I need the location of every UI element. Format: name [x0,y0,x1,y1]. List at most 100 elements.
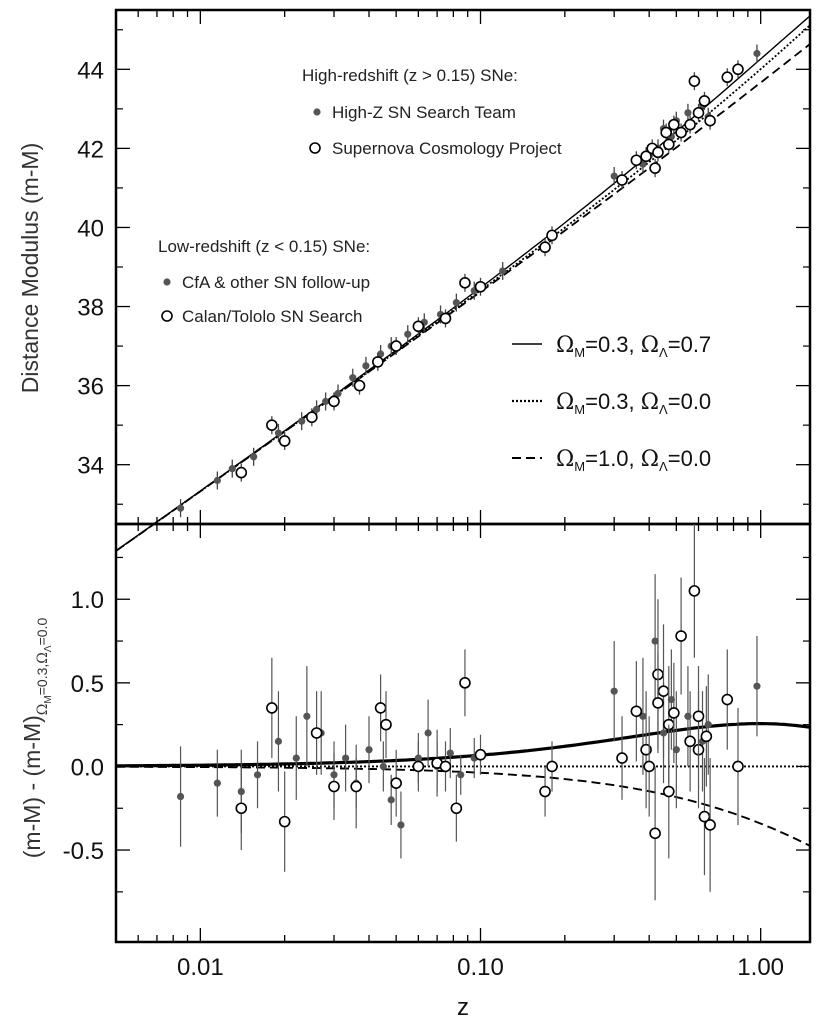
bottom-point-filled [292,754,300,762]
x-tick-label: 0.01 [177,954,224,981]
bottom-point-open [539,785,551,798]
top-point-open [692,107,705,119]
bottom-panel-plot: 0.01 0.10 1.00 -0.5 0.0 0.5 1.0 [63,524,811,981]
bottom-point-open [235,802,248,815]
top-y-tick-label: 42 [77,136,104,163]
legend-low-item-1: CfA & other SN follow-up [182,273,370,292]
bottom-point-filled [176,792,185,801]
bottom-point-open [649,827,661,840]
top-point-open [474,280,487,293]
bottom-point-filled [651,637,659,645]
bottom-y-tick-label: -0.5 [63,838,104,865]
bottom-point-open [380,718,392,731]
bottom-point-open [684,735,696,748]
bottom-point-open [630,705,643,718]
top-point-filled [404,330,412,338]
top-point-open [630,154,643,167]
top-point-open [688,75,701,87]
top-point-filled [499,267,507,275]
bottom-point-filled [457,771,465,779]
top-point-filled [298,417,306,425]
top-point-open [546,229,558,242]
bottom-point-filled [379,762,387,771]
top-point-open [372,356,384,368]
legend-model-1: ΩM=0.3, ΩΛ=0.7 [556,332,711,360]
top-point-open [278,435,291,447]
bottom-model-dashed-curve [116,765,811,847]
top-point-filled [684,109,692,117]
legend-open-marker-low [161,310,173,322]
bottom-point-filled [274,737,283,745]
top-point-filled [250,453,258,461]
bottom-point-filled [303,712,311,720]
legend-high-header: High-redshift (z > 0.15) SNe: [302,66,518,85]
top-point-open [698,95,711,107]
bottom-point-filled [704,721,712,729]
bottom-point-filled [753,682,761,690]
top-y-tick-label: 34 [77,453,104,480]
bottom-point-filled [672,746,680,754]
top-y-tick-label: 38 [77,295,104,322]
bottom-point-filled [667,695,675,704]
bottom-point-open [721,693,734,706]
top-point-open [616,174,628,186]
top-point-open [662,138,675,151]
top-panel-plot: 34 36 38 40 42 44 [77,10,811,552]
top-point-open [652,146,664,159]
bottom-point-open [266,702,278,714]
bottom-point-open [652,697,664,709]
top-point-open [306,411,318,424]
bottom-point-filled [610,687,618,695]
top-point-filled [753,49,761,58]
bottom-point-open [390,777,402,789]
bottom-point-filled [424,729,432,737]
bottom-point-filled [365,746,373,754]
top-point-open [684,118,696,131]
bottom-point-filled [446,749,454,757]
bottom-point-open [412,760,425,773]
legend-model-2-om: 0.3 [598,389,629,414]
bottom-point-open [698,810,711,823]
legend-model-3-om: 1.0 [598,446,629,471]
top-point-filled [228,465,236,473]
bottom-y-label-om: 0.3 [34,667,50,687]
top-point-open [353,379,366,392]
bottom-y-axis-label: (m-M) - (m-M)ΩM=0.3,ΩΛ=0.0 [19,618,54,859]
legend-high-item-1: High-Z SN Search Team [332,103,516,122]
top-point-filled [349,374,357,382]
bottom-point-filled [253,771,262,779]
top-point-open [539,241,551,254]
top-point-open [328,395,340,408]
top-point-filled [334,389,342,398]
top-y-tick-label: 44 [77,57,104,84]
bottom-point-open [643,760,655,773]
bottom-point-open [374,702,387,714]
top-point-open [390,340,402,352]
top-point-filled [274,429,283,437]
bottom-y-label-ol: 0.0 [34,618,50,638]
top-point-filled [452,298,460,307]
top-point-open [721,71,734,84]
top-point-open [235,466,248,479]
legend-model-2: ΩM=0.3, ΩΛ=0.0 [556,389,711,417]
legend-open-marker-high [309,142,321,154]
bottom-point-open [616,752,628,764]
legend-filled-marker-low [163,278,171,286]
top-point-open [649,162,661,174]
bottom-point-filled [213,779,221,787]
bottom-y-tick-label: 0.0 [71,754,104,781]
top-point-open [732,63,744,76]
legend-model-1-om: 0.3 [598,332,629,357]
bottom-point-open [675,630,687,642]
bottom-point-open [668,707,680,719]
bottom-point-open [328,780,340,793]
bottom-panel-frame [114,522,812,944]
top-point-filled [362,362,370,370]
bottom-y-label-main: (m-M) - (m-M) [19,715,45,858]
x-tick-label: 1.00 [737,954,784,981]
bottom-y-tick-label: 1.0 [71,587,104,614]
bottom-point-open [704,819,716,831]
top-point-open [459,277,471,289]
top-point-filled [312,405,321,413]
